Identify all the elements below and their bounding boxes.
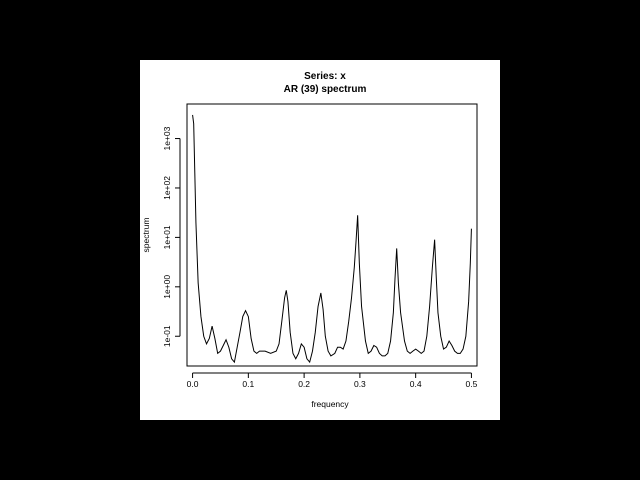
y-tick-label: 1e+00 xyxy=(162,275,172,299)
spectrum-chart: Series: x AR (39) spectrum 0.0 0.1 0.2 0.3 0… xyxy=(141,71,478,409)
plot-panel: Series: x AR (39) spectrum 0.0 0.1 0.2 0.3 0… xyxy=(140,60,500,420)
chart-title: Series: x xyxy=(304,71,346,82)
y-axis-label: spectrum xyxy=(141,218,151,253)
y-axis: 1e-01 1e+00 1e+01 1e+02 1e+03 xyxy=(162,126,181,347)
plot-frame xyxy=(186,103,478,367)
y-tick-label: 1e+03 xyxy=(162,126,172,150)
x-axis: 0.0 0.1 0.2 0.3 0.4 0.5 xyxy=(187,372,478,389)
series-line-spectrum xyxy=(192,114,472,364)
y-tick-label: 1e+02 xyxy=(162,176,172,200)
x-tick-label: 0.3 xyxy=(354,379,366,389)
x-tick-label: 0.1 xyxy=(242,379,254,389)
x-axis-label: frequency xyxy=(311,399,349,409)
x-tick-label: 0.2 xyxy=(298,379,310,389)
x-tick-label: 0.4 xyxy=(410,379,422,389)
x-tick-label: 0.5 xyxy=(466,379,478,389)
chart-subtitle: AR (39) spectrum xyxy=(284,84,367,95)
y-tick-label: 1e+01 xyxy=(162,225,172,249)
y-tick-label: 1e-01 xyxy=(162,325,172,347)
x-tick-label: 0.0 xyxy=(187,379,199,389)
